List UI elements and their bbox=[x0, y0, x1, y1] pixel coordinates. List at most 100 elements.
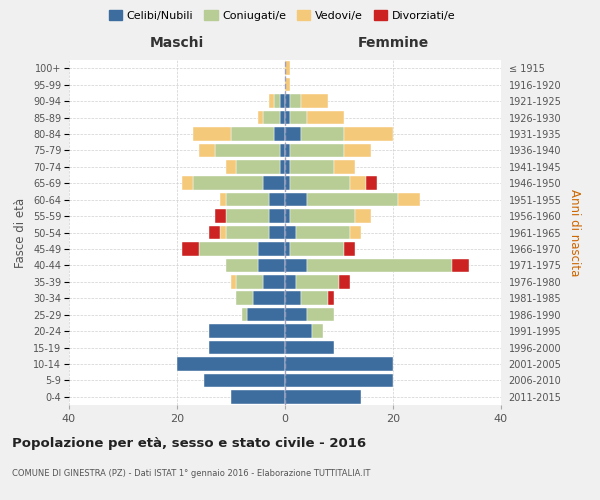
Text: Popolazione per età, sesso e stato civile - 2016: Popolazione per età, sesso e stato civil… bbox=[12, 438, 366, 450]
Bar bbox=[280, 94, 285, 108]
Bar bbox=[285, 324, 312, 338]
Bar bbox=[215, 144, 280, 157]
Bar bbox=[220, 226, 226, 239]
Bar bbox=[285, 308, 307, 322]
Bar bbox=[209, 324, 285, 338]
Bar bbox=[226, 210, 269, 223]
Bar bbox=[226, 258, 258, 272]
Bar bbox=[350, 226, 361, 239]
Bar bbox=[226, 193, 269, 206]
Bar bbox=[344, 127, 393, 140]
Bar bbox=[285, 242, 290, 256]
Y-axis label: Fasce di età: Fasce di età bbox=[14, 198, 28, 268]
Bar bbox=[269, 193, 285, 206]
Bar bbox=[344, 242, 355, 256]
Bar bbox=[290, 111, 307, 124]
Bar bbox=[296, 226, 350, 239]
Bar bbox=[258, 111, 263, 124]
Bar bbox=[285, 78, 290, 92]
Bar bbox=[231, 127, 274, 140]
Bar bbox=[199, 242, 258, 256]
Bar bbox=[344, 144, 371, 157]
Bar bbox=[269, 210, 285, 223]
Bar bbox=[236, 275, 263, 288]
Bar bbox=[285, 144, 290, 157]
Bar bbox=[301, 94, 328, 108]
Bar bbox=[398, 193, 420, 206]
Bar bbox=[285, 62, 290, 75]
Bar bbox=[290, 160, 334, 173]
Bar bbox=[215, 210, 226, 223]
Text: Femmine: Femmine bbox=[358, 36, 428, 50]
Bar bbox=[204, 374, 285, 387]
Bar bbox=[285, 176, 290, 190]
Bar bbox=[328, 292, 334, 305]
Bar bbox=[269, 226, 285, 239]
Bar bbox=[269, 94, 274, 108]
Bar bbox=[182, 242, 199, 256]
Bar bbox=[285, 258, 307, 272]
Y-axis label: Anni di nascita: Anni di nascita bbox=[568, 189, 581, 276]
Bar bbox=[355, 210, 371, 223]
Bar bbox=[209, 341, 285, 354]
Bar bbox=[236, 160, 280, 173]
Bar bbox=[280, 160, 285, 173]
Bar bbox=[285, 210, 290, 223]
Bar bbox=[226, 160, 236, 173]
Bar bbox=[290, 242, 344, 256]
Text: Maschi: Maschi bbox=[150, 36, 204, 50]
Bar bbox=[209, 226, 220, 239]
Bar bbox=[290, 94, 301, 108]
Bar bbox=[242, 308, 247, 322]
Bar bbox=[258, 258, 285, 272]
Bar bbox=[285, 292, 301, 305]
Bar bbox=[285, 193, 307, 206]
Bar bbox=[307, 111, 344, 124]
Bar bbox=[193, 127, 231, 140]
Bar bbox=[307, 308, 334, 322]
Bar bbox=[312, 324, 323, 338]
Bar bbox=[280, 111, 285, 124]
Bar bbox=[199, 144, 215, 157]
Bar bbox=[301, 127, 344, 140]
Bar bbox=[285, 160, 290, 173]
Bar bbox=[274, 127, 285, 140]
Bar bbox=[334, 160, 355, 173]
Bar bbox=[285, 374, 393, 387]
Bar bbox=[263, 176, 285, 190]
Bar bbox=[263, 111, 280, 124]
Bar bbox=[285, 390, 361, 404]
Bar bbox=[285, 94, 290, 108]
Bar bbox=[231, 275, 236, 288]
Bar bbox=[452, 258, 469, 272]
Bar bbox=[258, 242, 285, 256]
Text: COMUNE DI GINESTRA (PZ) - Dati ISTAT 1° gennaio 2016 - Elaborazione TUTTITALIA.I: COMUNE DI GINESTRA (PZ) - Dati ISTAT 1° … bbox=[12, 469, 370, 478]
Bar bbox=[285, 275, 296, 288]
Bar bbox=[280, 144, 285, 157]
Bar bbox=[193, 176, 263, 190]
Bar bbox=[307, 258, 452, 272]
Bar bbox=[226, 226, 269, 239]
Bar bbox=[296, 275, 339, 288]
Bar bbox=[247, 308, 285, 322]
Bar bbox=[290, 210, 355, 223]
Bar bbox=[307, 193, 398, 206]
Bar bbox=[285, 341, 334, 354]
Bar bbox=[290, 144, 344, 157]
Bar bbox=[285, 226, 296, 239]
Bar bbox=[339, 275, 350, 288]
Bar bbox=[236, 292, 253, 305]
Bar bbox=[285, 357, 393, 370]
Bar bbox=[177, 357, 285, 370]
Bar bbox=[301, 292, 328, 305]
Bar bbox=[263, 275, 285, 288]
Bar bbox=[285, 111, 290, 124]
Bar bbox=[182, 176, 193, 190]
Bar bbox=[220, 193, 226, 206]
Bar bbox=[231, 390, 285, 404]
Bar bbox=[253, 292, 285, 305]
Bar bbox=[366, 176, 377, 190]
Bar bbox=[350, 176, 366, 190]
Bar bbox=[290, 176, 350, 190]
Legend: Celibi/Nubili, Coniugati/e, Vedovi/e, Divorziati/e: Celibi/Nubili, Coniugati/e, Vedovi/e, Di… bbox=[104, 6, 460, 25]
